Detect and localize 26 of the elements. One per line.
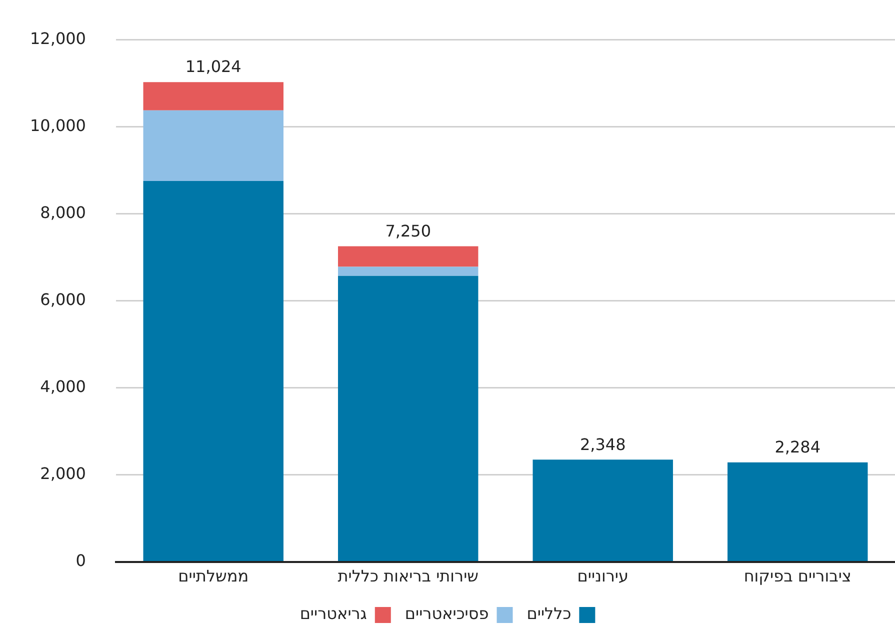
total-label: 2,284 (774, 438, 821, 457)
x-tick-label: ממשלתיים (178, 566, 249, 586)
y-tick-label: 0 (76, 550, 86, 570)
legend-label: כלליים (526, 604, 572, 624)
bar (338, 246, 478, 267)
y-tick-label: 12,000 (30, 28, 86, 48)
bar (143, 110, 284, 182)
y-tick-label: 6,000 (40, 290, 86, 309)
y-tick-label: 2,000 (40, 464, 86, 483)
y-tick-label: 8,000 (40, 202, 86, 222)
legend-label: גריאטריים (300, 604, 368, 624)
y-tick-label: 4,000 (40, 376, 86, 396)
y-tick-label: 10,000 (30, 116, 86, 135)
total-label: 2,348 (580, 434, 626, 454)
bar (143, 82, 284, 110)
bar (143, 181, 284, 562)
legend-label: פסיכיאטריים (404, 604, 489, 624)
bar (728, 462, 868, 562)
total-label: 11,024 (185, 57, 242, 76)
bar (338, 266, 478, 276)
bar (338, 276, 478, 562)
x-tick-label: שירותי בריאות כללית (338, 566, 478, 586)
x-tick-label: עירוניים (577, 566, 628, 586)
total-label: 7,250 (385, 221, 432, 240)
x-tick-label: ציבוריים בפיקוח (744, 566, 852, 586)
bar (532, 460, 673, 562)
